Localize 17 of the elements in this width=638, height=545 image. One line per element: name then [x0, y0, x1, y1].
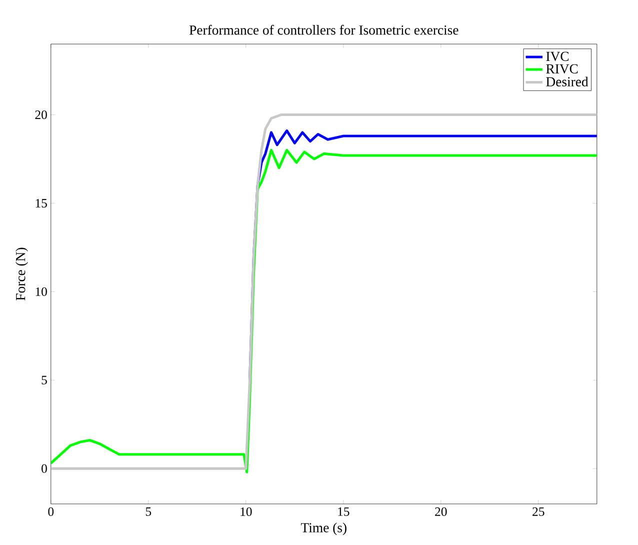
y-tick-label: 5: [42, 376, 47, 384]
x-tick-label: 15: [338, 507, 350, 516]
x-tick-label: 5: [146, 507, 152, 516]
legend-label: IVC: [546, 52, 569, 62]
legend-label: Desired: [546, 76, 588, 86]
y-tick-label: 10: [36, 287, 47, 296]
y-axis-title: Force (N): [16, 248, 28, 300]
x-axis-title: Time (s): [300, 522, 346, 536]
x-tick-label: 0: [48, 507, 54, 516]
chart-title: Performance of controllers for Isometric exercise: [189, 24, 458, 35]
x-tick-label: 10: [240, 507, 252, 516]
legend-label: RIVC: [546, 64, 578, 74]
x-tick-label: 25: [532, 507, 544, 516]
y-tick-label: 20: [35, 110, 47, 120]
x-tick-label: 20: [435, 507, 447, 516]
y-tick-label: 0: [42, 464, 47, 473]
y-tick-label: 15: [36, 198, 47, 208]
